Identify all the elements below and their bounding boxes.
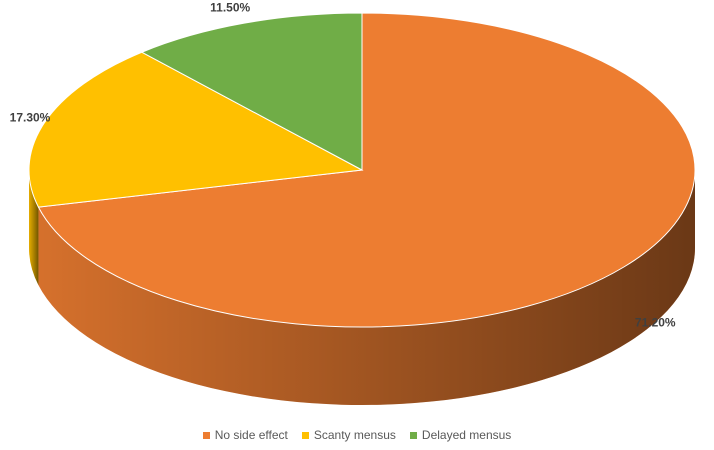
pie-slice — [140, 12, 363, 171]
pie-slice — [28, 51, 364, 208]
pie-slice — [37, 12, 696, 328]
legend-swatch — [301, 431, 309, 439]
data-label: 71.20% — [635, 316, 676, 330]
legend: No side effect Scanty mensus Delayed mensu… — [0, 428, 714, 442]
legend-label: Delayed mensus — [421, 428, 512, 442]
data-label: 17.30% — [10, 110, 51, 124]
legend-label: No side effect — [214, 428, 288, 442]
pie-side-shade — [38, 170, 695, 406]
legend-swatch — [202, 431, 210, 439]
pie-side-shade — [29, 170, 39, 286]
data-label: 11.50% — [210, 1, 250, 15]
chart: 71.20% 17.30% 11.50% — [10, 1, 696, 406]
legend-label: Scanty mensus — [313, 428, 396, 442]
legend-swatch — [409, 431, 417, 439]
legend-item: Delayed mensus — [409, 428, 512, 442]
legend-item: Scanty mensus — [301, 428, 396, 442]
legend-item: No side effect — [202, 428, 288, 442]
